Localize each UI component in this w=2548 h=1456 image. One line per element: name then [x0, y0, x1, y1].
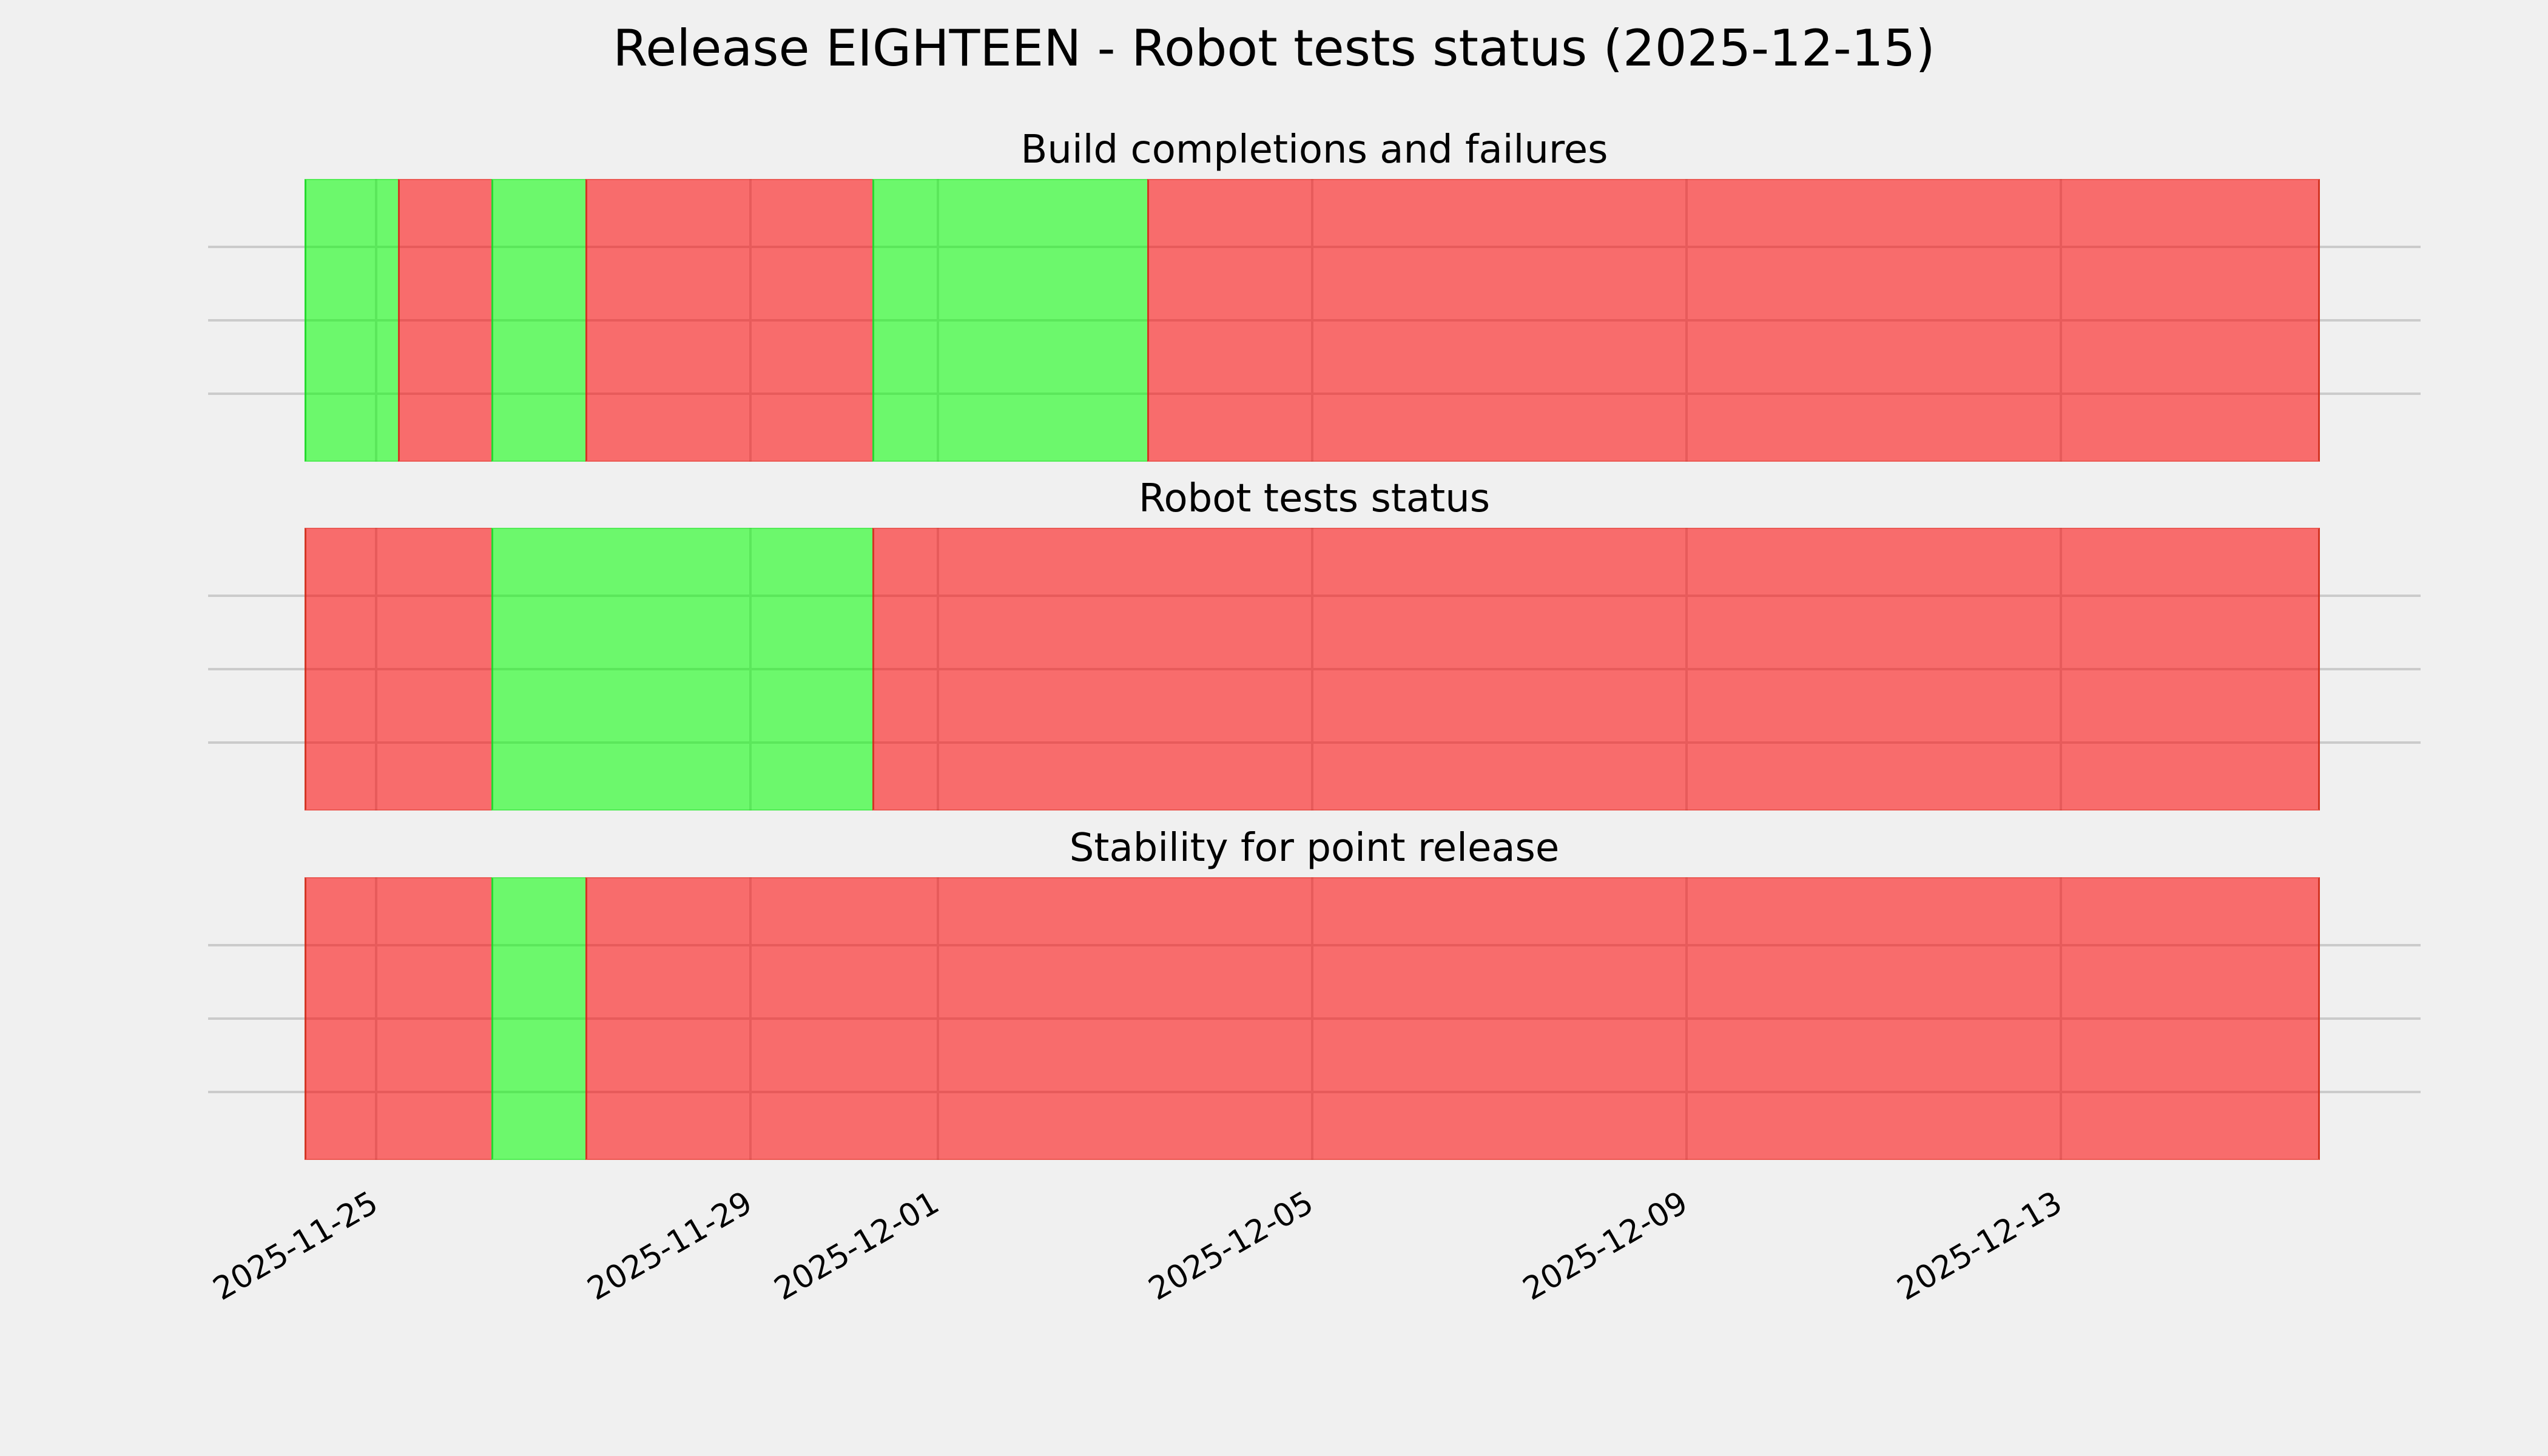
subplot-title-3: Stability for point release — [1069, 826, 1560, 871]
subplot-title-1: Build completions and failures — [1020, 127, 1608, 172]
x-tick-label: 2025-12-05 — [1142, 1184, 1320, 1308]
subplot-axes-3 — [208, 877, 2421, 1160]
subplot-axes-1 — [208, 179, 2421, 462]
status-segment-fail — [1147, 179, 2320, 462]
x-tick-label: 2025-11-25 — [207, 1184, 384, 1308]
status-segment-pass — [305, 179, 398, 462]
status-segment-fail — [305, 528, 491, 811]
status-segment-pass — [872, 179, 1147, 462]
status-segment-fail — [872, 528, 2320, 811]
x-tick-label: 2025-12-13 — [1891, 1184, 2068, 1308]
x-tick-label: 2025-12-01 — [768, 1184, 945, 1308]
status-segment-pass — [491, 528, 872, 811]
subplot-axes-2 — [208, 528, 2421, 811]
status-segment-fail — [398, 179, 491, 462]
status-segment-fail — [585, 179, 872, 462]
status-segment-pass — [491, 179, 585, 462]
figure-title: Release EIGHTEEN - Robot tests status (2… — [613, 19, 1935, 78]
x-tick-label: 2025-12-09 — [1517, 1184, 1694, 1308]
x-tick-label: 2025-11-29 — [581, 1184, 758, 1308]
status-segment-fail — [305, 877, 491, 1160]
subplot-title-2: Robot tests status — [1138, 476, 1491, 521]
status-segment-pass — [491, 877, 585, 1160]
status-segment-fail — [585, 877, 2320, 1160]
